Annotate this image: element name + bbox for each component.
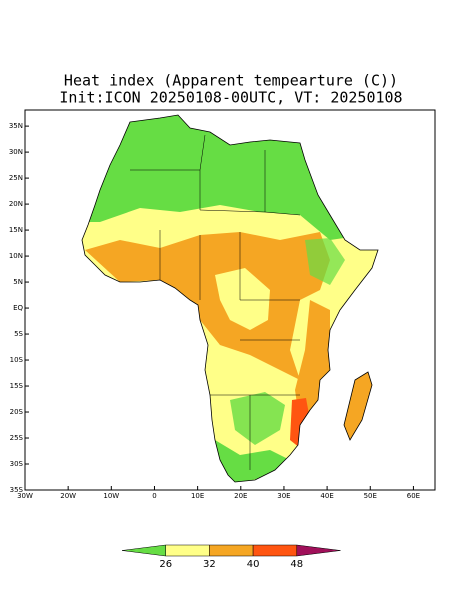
- borders: [130, 134, 301, 470]
- lat-tick-label: 30N: [9, 148, 23, 156]
- lat-tick-label: EQ: [13, 304, 23, 312]
- lat-tick-label: 35N: [9, 122, 23, 130]
- madagascar: [343, 371, 373, 441]
- lon-tick-label: 30W: [17, 492, 33, 500]
- lat-tick-label: 10N: [9, 252, 23, 260]
- lat-tick-label: 15S: [10, 382, 24, 390]
- zone-orange-east: [295, 300, 330, 425]
- title: Heat index (Apparent tempearture (C)): [64, 72, 398, 90]
- lon-tick-label: 10W: [103, 492, 119, 500]
- colorbar-label: 48: [290, 559, 303, 570]
- lon-tick-label: 50E: [364, 492, 377, 500]
- lat-tick-label: 25N: [9, 174, 23, 182]
- zone-yellow-basin: [215, 268, 270, 330]
- lat-tick-label: 30S: [10, 460, 24, 468]
- colorbar-segment: [121, 544, 166, 557]
- colorbar-segment: [252, 544, 298, 557]
- colorbar-segment: [209, 544, 254, 557]
- lon-tick-label: 30E: [277, 492, 290, 500]
- zone-green-ethiopia: [305, 238, 345, 285]
- lon-tick-label: 20W: [60, 492, 76, 500]
- lat-tick-label: 20N: [9, 200, 23, 208]
- zone-orange: [85, 232, 330, 380]
- colorbar-segment: [296, 544, 341, 557]
- lat-tick-label: 20S: [10, 408, 24, 416]
- zone-red: [290, 398, 310, 448]
- colorbar-label: 40: [247, 559, 260, 570]
- lon-tick-label: 20E: [234, 492, 247, 500]
- colorbar-label: 26: [159, 559, 172, 570]
- lon-tick-label: 40E: [320, 492, 333, 500]
- colorbar-label: 32: [203, 559, 216, 570]
- lon-tick-label: 10E: [191, 492, 204, 500]
- lon-tick-label: 0: [152, 492, 156, 500]
- coastline: [81, 114, 379, 483]
- lon-tick-label: 60E: [407, 492, 420, 500]
- lat-tick-label: 25S: [10, 434, 24, 442]
- lat-tick-label: 10S: [10, 356, 24, 364]
- lat-tick-label: 5N: [13, 278, 23, 286]
- lat-tick-label: 15N: [9, 226, 23, 234]
- zone-green-south: [230, 392, 285, 445]
- lat-tick-label: 35S: [10, 486, 24, 494]
- colorbar-segment: [165, 544, 210, 557]
- subtitle: Init:ICON 20250108-00UTC, VT: 20250108: [59, 89, 402, 107]
- lat-tick-label: 5S: [14, 330, 23, 338]
